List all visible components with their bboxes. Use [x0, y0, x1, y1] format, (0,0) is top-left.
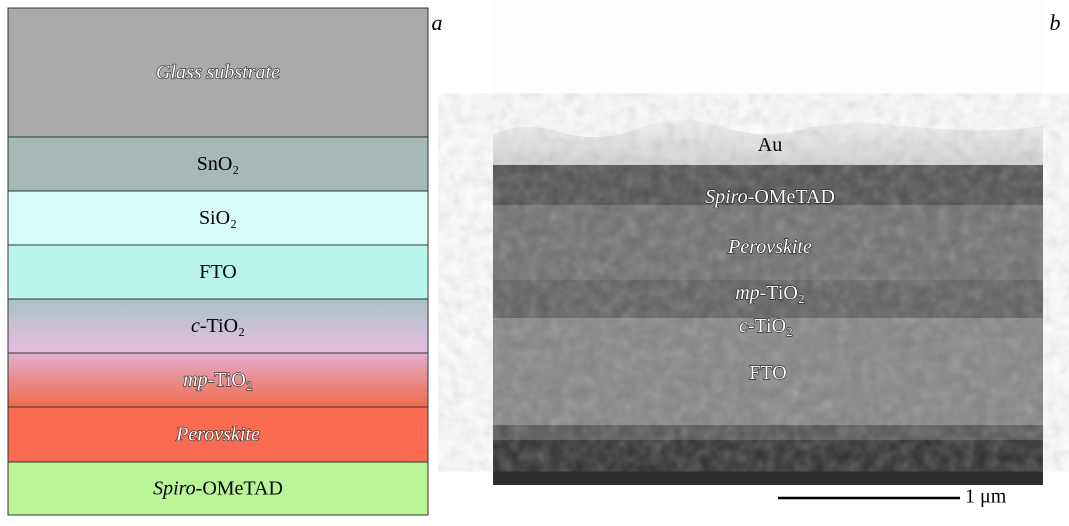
label-run: -TiO₂ [760, 282, 805, 304]
layer-label: c-TiO₂ [191, 315, 245, 337]
layer-label: Spiro-OMeTAD [153, 477, 283, 499]
layer-label: Au [758, 134, 782, 156]
layer-stack: Glass substrateSnO₂SiO₂FTOc-TiO₂mp-TiO₂P… [8, 8, 428, 515]
label-run: -TiO₂ [208, 369, 253, 391]
panel-label: b [1050, 10, 1061, 35]
label-run: Spiro [705, 186, 748, 208]
label-run: -TiO₂ [748, 315, 793, 337]
label-run: mp [183, 369, 207, 391]
label-run: Perovskite [727, 236, 812, 258]
layer-label: mp-TiO₂ [183, 369, 253, 391]
figure: Glass substrateSnO₂SiO₂FTOc-TiO₂mp-TiO₂P… [0, 0, 1069, 521]
label-run: -OMeTAD [196, 477, 283, 499]
label-run: SiO₂ [199, 207, 237, 229]
layer-label: FTO [749, 362, 786, 384]
label-run: mp [735, 282, 759, 304]
label-run: FTO [199, 261, 236, 283]
scale-bar-label: 1 μm [965, 486, 1007, 508]
label-run: Perovskite [175, 423, 260, 445]
label-run: -TiO₂ [200, 315, 245, 337]
label-run: c [191, 315, 200, 337]
label-run: c [739, 315, 748, 337]
layer-label: Glass substrate [156, 61, 280, 83]
label-run: Spiro [153, 477, 196, 499]
layer-label: c-TiO₂ [739, 315, 793, 337]
layer-label: Perovskite [175, 423, 260, 445]
layer-label: Spiro-OMeTAD [705, 186, 835, 208]
layer-label: SnO₂ [197, 153, 240, 175]
layer-label: SiO₂ [199, 207, 237, 229]
label-run: Glass substrate [156, 61, 280, 83]
label-run: FTO [749, 362, 786, 384]
layer-label: mp-TiO₂ [735, 282, 805, 304]
label-run: -OMeTAD [748, 186, 835, 208]
label-run: SnO₂ [197, 153, 240, 175]
panel-label: a [432, 10, 443, 35]
label-run: Au [758, 134, 782, 156]
layer-label: Perovskite [727, 236, 812, 258]
layer-label: FTO [199, 261, 236, 283]
